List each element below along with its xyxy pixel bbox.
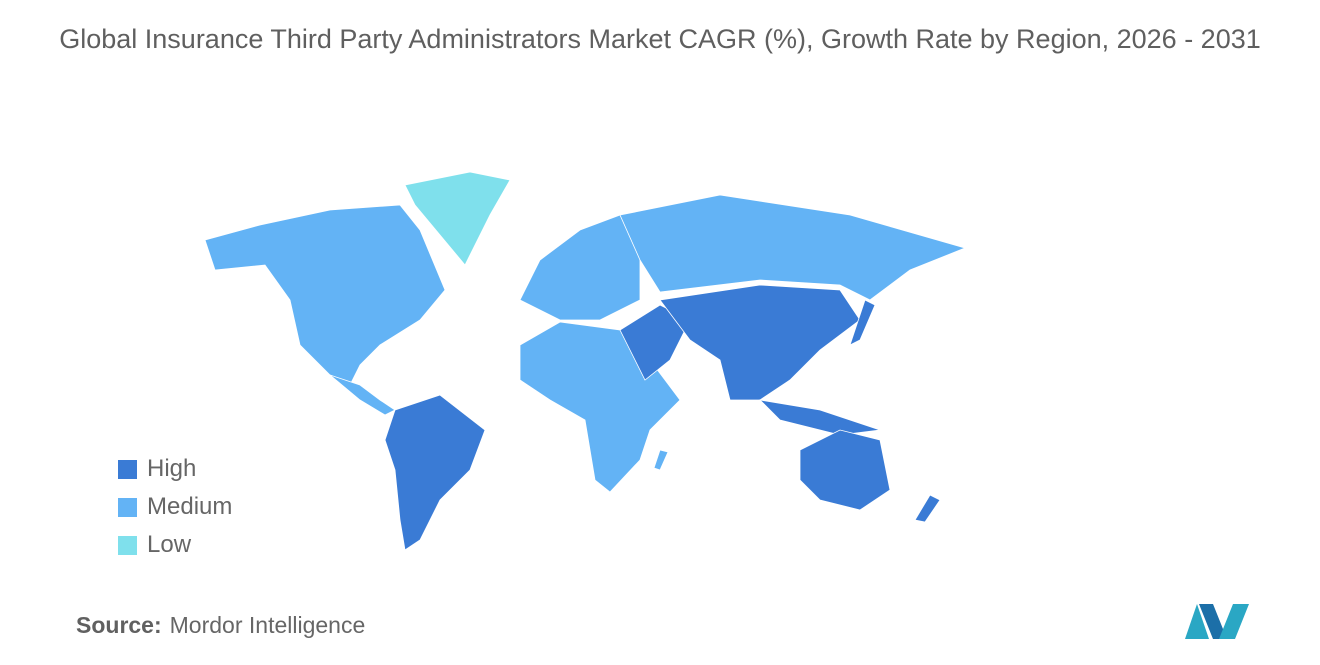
legend-swatch — [118, 497, 137, 517]
source: Source: Mordor Intelligence — [76, 612, 365, 639]
title: Global Insurance Third Party Administrat… — [59, 24, 1261, 54]
north-asia — [619, 194, 967, 301]
greenland — [404, 171, 511, 266]
new-zealand — [914, 494, 941, 523]
legend-label: Low — [147, 531, 192, 558]
source-text: Mordor Intelligence — [169, 612, 366, 638]
source-label: Source: — [76, 612, 162, 638]
australia — [799, 429, 891, 511]
southeast-asia — [758, 399, 881, 436]
north-america — [204, 204, 446, 386]
legend-item: Low — [118, 526, 232, 564]
legend-swatch — [118, 535, 137, 555]
legend-item: Medium — [118, 488, 232, 526]
central-america — [329, 374, 396, 416]
south-america — [384, 394, 486, 551]
legend-label: High — [147, 455, 197, 482]
mordor-logo — [1185, 604, 1249, 639]
legend: High Medium Low — [118, 450, 232, 564]
japan — [849, 299, 876, 346]
middle-east — [619, 304, 691, 381]
legend-label: Medium — [147, 493, 233, 520]
europe — [519, 214, 641, 321]
madagascar — [653, 449, 669, 471]
legend-item: High — [118, 450, 232, 488]
legend-swatch — [118, 459, 137, 479]
asia — [659, 284, 861, 401]
